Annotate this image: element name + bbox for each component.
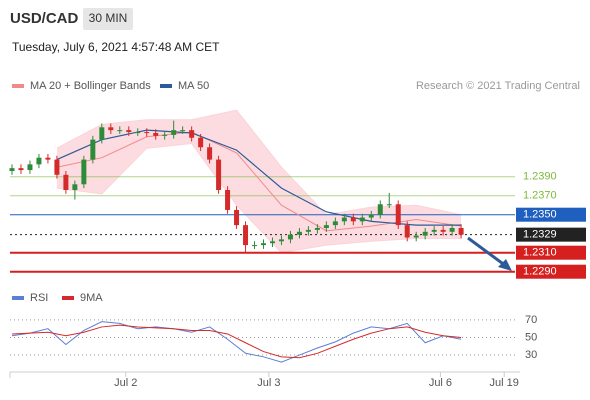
level-label: 1.2350 xyxy=(523,209,557,221)
candle-body xyxy=(135,132,141,134)
candle-body xyxy=(144,132,150,134)
legend-label: 9MA xyxy=(80,292,103,304)
candle-body xyxy=(332,221,338,226)
candle-body xyxy=(323,225,329,228)
candle-body xyxy=(252,245,258,247)
candle-body xyxy=(81,159,87,185)
bollinger-edge xyxy=(56,109,462,216)
candle-body xyxy=(269,241,275,244)
candle-body xyxy=(36,157,42,165)
candle-body xyxy=(305,229,311,232)
level-label: 1.2370 xyxy=(523,190,557,202)
candle-body xyxy=(368,214,374,218)
candle-body xyxy=(108,127,114,131)
level-box xyxy=(516,207,586,222)
level-label: 1.2390 xyxy=(523,171,557,183)
forecast-arrow xyxy=(467,236,512,271)
candle-body xyxy=(413,235,419,238)
candle-body xyxy=(395,204,401,226)
moving-average xyxy=(56,129,462,226)
candle-body xyxy=(27,164,33,171)
candle-body xyxy=(189,130,195,138)
x-tick-label: Jul 6 xyxy=(429,377,452,389)
candle-body xyxy=(162,134,168,136)
candle-body xyxy=(117,130,123,132)
timeframe: 30 MIN xyxy=(89,11,128,25)
level-label: 1.2329 xyxy=(523,229,557,241)
candle-body xyxy=(359,217,365,222)
candle-body xyxy=(296,231,302,235)
y-tick-label: 50 xyxy=(525,331,537,343)
candle-body xyxy=(63,174,69,190)
candle-body xyxy=(45,157,51,160)
candle-body xyxy=(18,168,24,171)
candle-body xyxy=(350,217,356,222)
indicator-line xyxy=(11,324,462,359)
timestamp: Tuesday, July 6, 2021 4:57:48 AM CET xyxy=(12,40,220,54)
source: Research © 2021 Trading Central xyxy=(416,80,580,92)
x-tick-label: Jul 2 xyxy=(114,377,137,389)
candle-body xyxy=(431,229,437,232)
level-box xyxy=(516,264,586,279)
level-box xyxy=(516,245,586,260)
candle-body xyxy=(449,228,455,232)
indicator-line xyxy=(11,321,462,363)
legend-swatch xyxy=(62,296,74,300)
candle-body xyxy=(225,190,231,210)
arrow-shaft xyxy=(467,236,507,268)
legend-label: RSI xyxy=(30,292,48,304)
candle-body xyxy=(180,130,186,132)
candle-body xyxy=(287,234,293,240)
candle-body xyxy=(377,204,383,215)
candle-body xyxy=(314,228,320,230)
candle-body xyxy=(278,239,284,242)
candle-body xyxy=(171,130,177,135)
x-tick-label: Jul 19 xyxy=(490,377,519,389)
timeframe-badge xyxy=(83,8,133,30)
candle-body xyxy=(440,229,446,232)
bollinger-edge xyxy=(56,142,462,254)
legend-swatch xyxy=(12,296,24,300)
candle-body xyxy=(404,225,410,238)
level-box xyxy=(516,227,586,242)
candle-body xyxy=(243,225,249,246)
candle-body xyxy=(90,139,96,160)
legend-label: MA 50 xyxy=(178,80,209,92)
candle-body xyxy=(72,184,78,190)
candle-body xyxy=(207,147,213,160)
candle-body xyxy=(386,204,392,206)
legend-swatch xyxy=(12,84,24,88)
candle-body xyxy=(341,217,347,222)
legend-label: MA 20 + Bollinger Bands xyxy=(30,80,151,92)
candle-body xyxy=(261,243,266,246)
y-tick-label: 30 xyxy=(525,349,537,361)
x-tick-label: Jul 3 xyxy=(257,377,280,389)
candle-body xyxy=(99,127,105,140)
candle-body xyxy=(458,228,464,235)
candle-body xyxy=(153,133,159,136)
bollinger-band xyxy=(56,110,462,253)
candle-body xyxy=(126,130,132,133)
candle-body xyxy=(234,209,240,226)
level-label: 1.2290 xyxy=(523,266,557,278)
candle-body xyxy=(198,137,204,148)
y-tick-label: 70 xyxy=(525,314,537,326)
candle-body xyxy=(9,168,15,171)
symbol: USD/CAD xyxy=(10,10,79,27)
arrow-head xyxy=(498,259,512,271)
candle-body xyxy=(216,159,222,190)
level-label: 1.2310 xyxy=(523,247,557,259)
candle-body xyxy=(54,159,60,175)
legend-swatch xyxy=(160,84,172,88)
candle-body xyxy=(422,231,428,236)
